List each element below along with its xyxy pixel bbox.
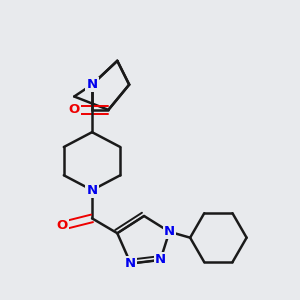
Text: N: N bbox=[86, 78, 98, 91]
Text: O: O bbox=[69, 103, 80, 116]
Text: N: N bbox=[86, 184, 98, 196]
Text: N: N bbox=[164, 225, 175, 238]
Text: N: N bbox=[125, 257, 136, 270]
Text: O: O bbox=[57, 219, 68, 232]
Text: N: N bbox=[155, 254, 166, 266]
